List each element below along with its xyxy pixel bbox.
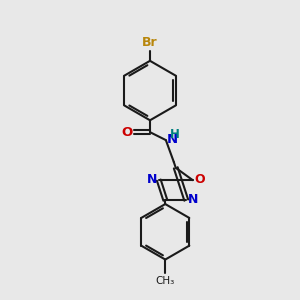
Text: Br: Br (142, 36, 158, 49)
Text: N: N (188, 193, 198, 206)
Text: N: N (167, 133, 178, 146)
Text: N: N (147, 173, 157, 186)
Text: O: O (194, 173, 205, 186)
Text: H: H (170, 128, 180, 141)
Text: CH₃: CH₃ (156, 276, 175, 286)
Text: O: O (122, 126, 133, 139)
